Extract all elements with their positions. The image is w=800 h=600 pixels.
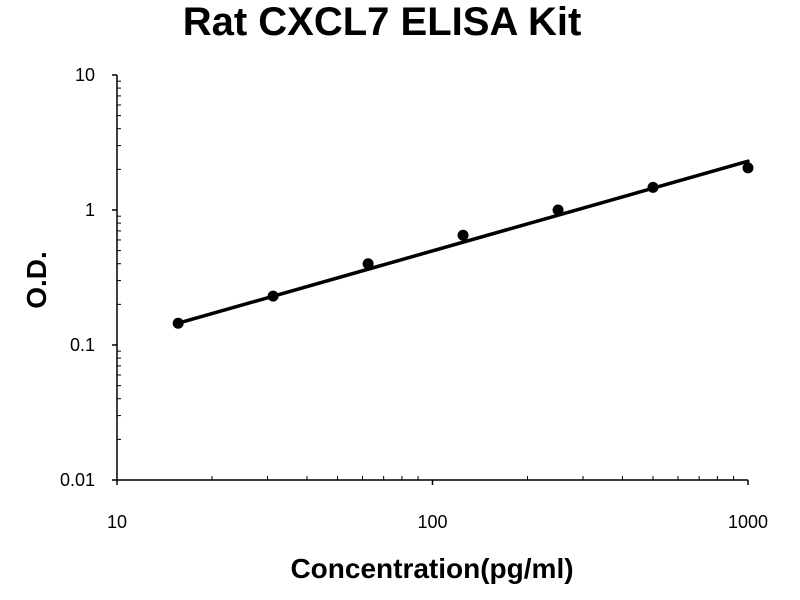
data-point (457, 229, 469, 241)
trendline-group (176, 159, 750, 325)
data-point (742, 162, 754, 174)
y-axis-label: O.D. (21, 251, 52, 309)
y-tick-label: 0.01 (60, 470, 95, 490)
chart-title: Rat CXCL7 ELISA Kit (183, 0, 582, 44)
y-tick-label: 1 (85, 200, 95, 220)
plot-axes (116, 75, 748, 481)
data-point (172, 317, 184, 329)
trendline (176, 159, 750, 325)
x-tick-label: 100 (417, 512, 447, 532)
y-tick-label: 0.1 (70, 335, 95, 355)
data-point (552, 204, 564, 216)
x-tick-label: 10 (107, 512, 127, 532)
x-axis-ticks: 10 100 1000 (107, 476, 768, 532)
x-axis-label: Concentration(pg/ml) (290, 553, 573, 584)
data-point (267, 290, 279, 302)
x-tick-label: 1000 (728, 512, 768, 532)
data-point (647, 181, 659, 193)
y-tick-label: 10 (75, 65, 95, 85)
y-axis-ticks: 0.01 0.1 1 10 (60, 65, 121, 490)
data-point (362, 258, 374, 270)
data-points (172, 162, 754, 329)
